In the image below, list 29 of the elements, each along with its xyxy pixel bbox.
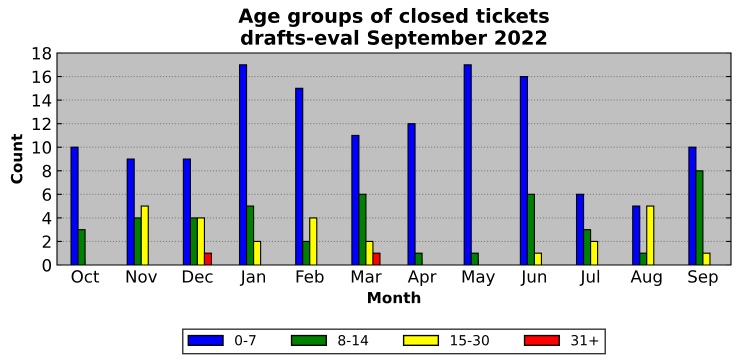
x-tick-label: Aug: [630, 270, 662, 286]
x-tick-label: Jun: [520, 270, 546, 286]
y-tick-label: 2: [42, 235, 50, 248]
y-tick-label: 12: [32, 118, 50, 130]
x-tick-label: Dec: [182, 270, 213, 283]
x-tick-label: Apr: [408, 270, 436, 286]
x-tick-label: Jul: [580, 270, 600, 286]
y-tick-label: 10: [32, 141, 52, 154]
x-tick-label: Oct: [72, 270, 100, 283]
x-tick-label: Jan: [240, 270, 266, 286]
chart-title: Age groups of closed tickets drafts-eval September 2022: [238, 8, 549, 49]
y-tick-label: 8: [42, 164, 51, 178]
y-tick-label: 14: [32, 94, 52, 106]
legend-label: 0-7: [235, 334, 256, 346]
y-tick-label: 18: [32, 46, 51, 60]
x-tick-label: May: [462, 270, 495, 286]
legend-label: 15-30: [450, 334, 489, 346]
x-tick-label: Nov: [126, 270, 158, 283]
x-tick-label: Feb: [296, 270, 324, 283]
y-tick-label: 16: [32, 70, 52, 84]
y-tick-label: 6: [42, 188, 52, 201]
x-tick-label: Mar: [352, 270, 382, 283]
legend-label: 8-14: [338, 334, 368, 346]
legend-label: 31+: [571, 334, 598, 346]
y-tick-label: 0: [42, 258, 52, 272]
y-tick-label: 4: [42, 212, 52, 224]
x-axis-title: Month: [368, 292, 420, 304]
x-tick-label: Sep: [688, 270, 718, 286]
y-axis-title: Count: [10, 134, 22, 184]
